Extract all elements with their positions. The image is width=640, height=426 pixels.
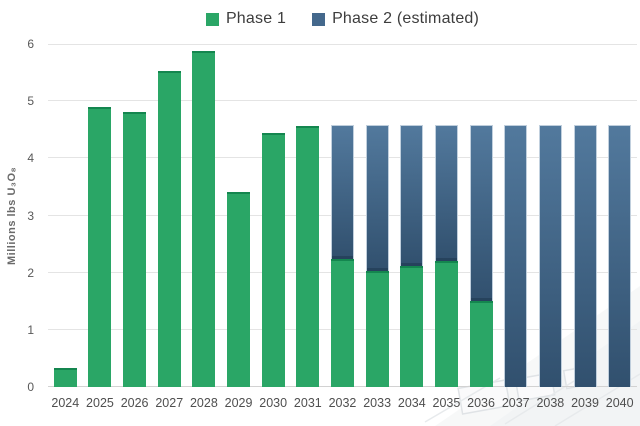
bar-2032-phase1-segment: [331, 258, 354, 387]
y-tick-label-6: 6: [27, 37, 34, 51]
bar-2030-phase1-segment: [261, 133, 285, 387]
bar-2031: [296, 126, 320, 387]
phase1-legend-swatch-icon: [205, 12, 219, 26]
gridline-6: [48, 44, 637, 45]
y-tick-label-4: 4: [27, 151, 34, 166]
bar-2029: [227, 191, 251, 387]
bar-2028-phase1-segment: [192, 51, 216, 387]
x-tick-label-2029: 2029: [224, 396, 253, 410]
bar-2037-phase2-segment: [504, 125, 528, 387]
bar-2036-phase2-segment: [469, 125, 493, 302]
y-tick-label-2: 2: [27, 265, 34, 280]
bar-2036-phase1-segment: [469, 301, 493, 387]
x-tick-label-2034: 2034: [397, 396, 426, 410]
legend-item-phase1: Phase 1: [205, 10, 287, 28]
y-tick-label-3: 3: [27, 208, 34, 223]
bar-2037: [504, 125, 528, 387]
bar-2034-phase1-segment: [400, 266, 424, 387]
bar-2038: [538, 125, 562, 387]
bar-2032-phase2-segment: [331, 125, 354, 259]
x-tick-label-2027: 2027: [155, 396, 184, 410]
x-tick-label-2026: 2026: [120, 396, 149, 410]
x-tick-label-2039: 2039: [571, 396, 599, 410]
bar-2029-phase1-segment: [227, 191, 251, 387]
bar-2035-phase1-segment: [434, 260, 458, 387]
x-tick-label-2024: 2024: [51, 396, 80, 410]
bar-2034-phase2-segment: [400, 125, 424, 267]
bar-2040-phase2-segment: [608, 125, 632, 387]
chart-legend: Phase 1 Phase 2 (estimated): [48, 6, 637, 32]
bar-2030: [261, 133, 285, 387]
y-tick-label-0: 0: [27, 380, 34, 394]
bar-2024: [53, 368, 77, 387]
y-tick-label-5: 5: [27, 94, 34, 109]
x-tick-label-2038: 2038: [536, 396, 565, 410]
bar-2027-phase1-segment: [157, 71, 181, 387]
bar-2035: [434, 125, 458, 387]
legend-label-phase1: Phase 1: [225, 10, 287, 27]
x-tick-label-2035: 2035: [432, 396, 461, 410]
bar-2025-phase1-segment: [88, 106, 112, 387]
bar-2038-phase2-segment: [538, 125, 562, 387]
bar-2028: [192, 51, 216, 387]
x-tick-label-2040: 2040: [605, 396, 634, 410]
x-tick-label-2030: 2030: [259, 396, 288, 410]
y-tick-label-1: 1: [27, 322, 34, 337]
bar-2036: [469, 125, 493, 387]
x-tick-label-2036: 2036: [467, 396, 495, 410]
x-axis-tick-labels: 2024 2025 2026 2027 2028 2029 2030 2031 2032 2033…: [48, 396, 637, 414]
legend-item-phase2: Phase 2 (estimated): [312, 10, 479, 28]
x-tick-label-2031: 2031: [293, 396, 322, 410]
x-tick-label-2025: 2025: [86, 396, 114, 410]
bar-2034: [400, 125, 424, 387]
plot-area: [48, 44, 637, 387]
bar-2026-phase1-segment: [123, 112, 147, 387]
bar-2039: [573, 125, 597, 387]
x-tick-label-2028: 2028: [189, 396, 218, 410]
legend-label-phase2: Phase 2 (estimated): [332, 10, 480, 27]
bar-2033-phase1-segment: [365, 270, 389, 387]
bar-2039-phase2-segment: [573, 125, 597, 387]
bar-2031-phase1-segment: [296, 126, 320, 387]
bar-2027: [157, 71, 181, 387]
bar-2026: [123, 112, 147, 387]
x-tick-label-2032: 2032: [328, 396, 357, 410]
gridline-5: [48, 100, 637, 102]
x-tick-label-2037: 2037: [501, 396, 530, 410]
bar-2040: [608, 125, 632, 387]
bar-2025: [88, 106, 112, 387]
x-tick-label-2033: 2033: [363, 396, 392, 410]
bar-2033: [365, 125, 389, 387]
bar-2024-phase1-segment: [53, 368, 77, 387]
phase2-legend-swatch-icon: [312, 12, 326, 26]
y-axis-tick-labels: 0 1 2 3 4 5 6: [0, 37, 40, 394]
bar-2032: [331, 125, 354, 387]
bar-2033-phase2-segment: [365, 125, 389, 271]
bar-2035-phase2-segment: [434, 125, 458, 261]
